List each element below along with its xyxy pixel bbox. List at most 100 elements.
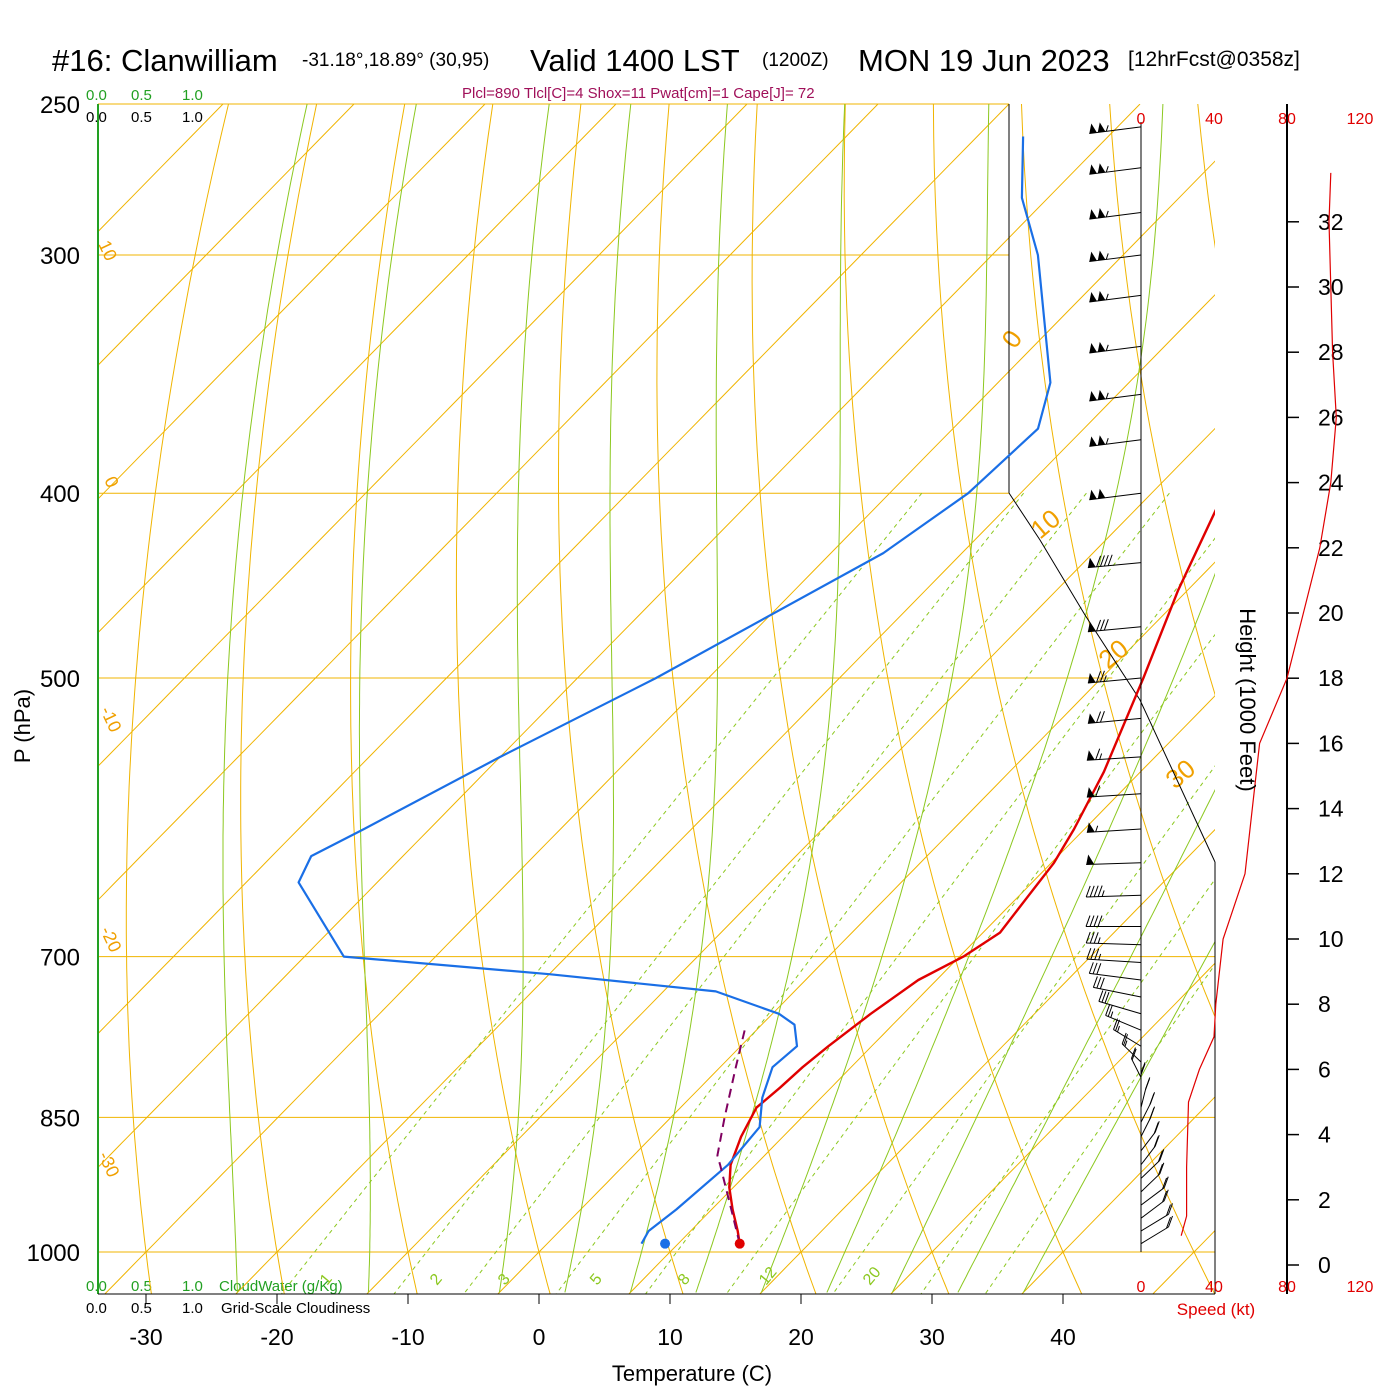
- wind-barb: [1086, 785, 1142, 798]
- temperature-ticks: -30 -20 -10 0 10 20 30 40: [129, 1294, 1076, 1350]
- mixing-ratio-label: 5: [587, 1271, 606, 1289]
- isotherm: [98, 104, 1141, 1169]
- cf-bottom-tick-1: 0.5: [131, 1300, 152, 1317]
- dry-adiabat: [1109, 104, 1215, 697]
- pressure-tick-label: 1000: [27, 1240, 80, 1267]
- wind-barb: [1140, 1077, 1151, 1108]
- speed-tick-top: 40: [1205, 111, 1223, 128]
- height-tick-label: 4: [1318, 1122, 1331, 1148]
- wind-barb: [1140, 1149, 1165, 1179]
- wind-barb: [1140, 1106, 1156, 1137]
- cw-bottom-tick-0: 0.0: [86, 1278, 107, 1295]
- isotherm: [628, 695, 1215, 1294]
- wind-barb: [1089, 208, 1142, 220]
- cloudiness-label: Grid-Scale Cloudiness: [221, 1300, 370, 1317]
- isotherm: [98, 104, 617, 634]
- mixing-ratio-line: [920, 878, 1215, 1294]
- dry-adiabat: [455, 104, 551, 1294]
- wind-barb: [1140, 1189, 1169, 1219]
- wind-barb: [1088, 962, 1142, 981]
- temperature-line: [728, 508, 1215, 1244]
- isotherm: [759, 828, 1215, 1294]
- height-tick-label: 6: [1318, 1056, 1331, 1082]
- isotherm: [98, 104, 879, 901]
- height-tick-label: 12: [1318, 861, 1344, 887]
- wind-barb: [1140, 1176, 1169, 1206]
- isotherm: [1021, 1096, 1215, 1294]
- isotherm: [366, 427, 1215, 1294]
- height-tick-label: 14: [1318, 796, 1344, 822]
- pressure-tick-label: 500: [40, 666, 80, 693]
- temperature-tick-label: 40: [1050, 1324, 1076, 1350]
- station-title: #16: Clanwilliam: [52, 43, 278, 78]
- cw-bottom-tick-1: 0.5: [131, 1278, 152, 1295]
- wind-barb: [1085, 931, 1142, 946]
- moist-adiabat: [891, 572, 1215, 1293]
- cf-bottom-tick-2: 1.0: [182, 1300, 203, 1317]
- isotherm-label: 20: [1093, 633, 1134, 675]
- height-tick-label: 16: [1318, 730, 1344, 756]
- isotherm: [1152, 1229, 1215, 1294]
- temperature-tick-label: -20: [260, 1324, 293, 1350]
- mixing-ratio-label: 12: [756, 1264, 781, 1289]
- wind-barb: [1140, 1134, 1160, 1166]
- mixing-ratio-label: 2: [427, 1271, 446, 1289]
- speed-tick-top: 80: [1278, 111, 1296, 128]
- speed-profile-line: [1180, 172, 1337, 1236]
- cw-tick-2: 1.0: [182, 87, 203, 104]
- height-tick-label: 32: [1318, 209, 1344, 235]
- plot-frame: [97, 104, 1216, 1295]
- isotherm: [890, 962, 1215, 1294]
- pressure-ticks: 250 300 400 500 700 850 1000: [27, 92, 80, 1267]
- height-tick-label: 28: [1318, 339, 1344, 365]
- cw-tick-0: 0.0: [86, 87, 107, 104]
- wind-barb: [1089, 488, 1142, 501]
- dry-adiabat: [1369, 70, 1400, 1300]
- isotherm: [98, 104, 748, 767]
- wind-barb: [1086, 948, 1142, 964]
- wind-barb: [1140, 1062, 1146, 1093]
- isotherm-label: 30: [1160, 753, 1201, 795]
- moist-adiabat: [222, 104, 308, 1293]
- mixing-ratio-label: 8: [675, 1271, 694, 1289]
- wind-barb: [1085, 915, 1141, 928]
- dry-adiabat: [751, 104, 950, 1294]
- height-tick-label: 22: [1318, 535, 1344, 561]
- mixing-ratio-lines: [280, 492, 1215, 1294]
- moist-adiabat: [957, 788, 1215, 1293]
- isotherm-label: -10: [96, 703, 125, 735]
- isotherm-label: 0: [100, 473, 122, 491]
- mixing-ratio-label: 20: [860, 1264, 885, 1289]
- dry-adiabat: [350, 104, 418, 1294]
- height-tick-label: 20: [1318, 600, 1344, 626]
- wind-barb: [1121, 1032, 1142, 1063]
- mixing-ratio-line: [555, 492, 1170, 1294]
- mixing-ratio-line: [280, 492, 923, 1294]
- height-tick-label: 2: [1318, 1187, 1331, 1213]
- pressure-tick-label: 850: [40, 1105, 80, 1132]
- sounding-profiles: [297, 136, 1215, 1249]
- cloudwater-scale-bottom: 0.0 0.5 1.0 CloudWater (g/Kg): [86, 1278, 343, 1295]
- cloudwater-label: CloudWater (g/Kg): [219, 1278, 343, 1295]
- cf-bottom-tick-0: 0.0: [86, 1300, 107, 1317]
- wind-barb: [1089, 290, 1142, 303]
- wind-barb: [1089, 435, 1142, 447]
- dry-adiabat: [1020, 104, 1215, 1019]
- isotherm: [497, 561, 1215, 1294]
- moist-adiabat: [1022, 940, 1215, 1293]
- pressure-tick-label: 700: [40, 945, 80, 972]
- pressure-tick-label: 400: [40, 481, 80, 508]
- wind-barb: [1087, 711, 1142, 724]
- wind-barb: [1140, 1162, 1165, 1193]
- wind-barb: [1113, 1018, 1142, 1047]
- moist-adiabat: [358, 104, 417, 1293]
- isotherm-lines: [98, 104, 1215, 1294]
- mixing-ratio-labels: 1 2 3 5 8 12 20: [317, 1264, 885, 1289]
- temperature-tick-label: 10: [657, 1324, 683, 1350]
- speed-axis-label: Speed (kt): [1177, 1300, 1255, 1319]
- wind-barb: [1089, 250, 1142, 263]
- wind-barb: [1086, 748, 1142, 761]
